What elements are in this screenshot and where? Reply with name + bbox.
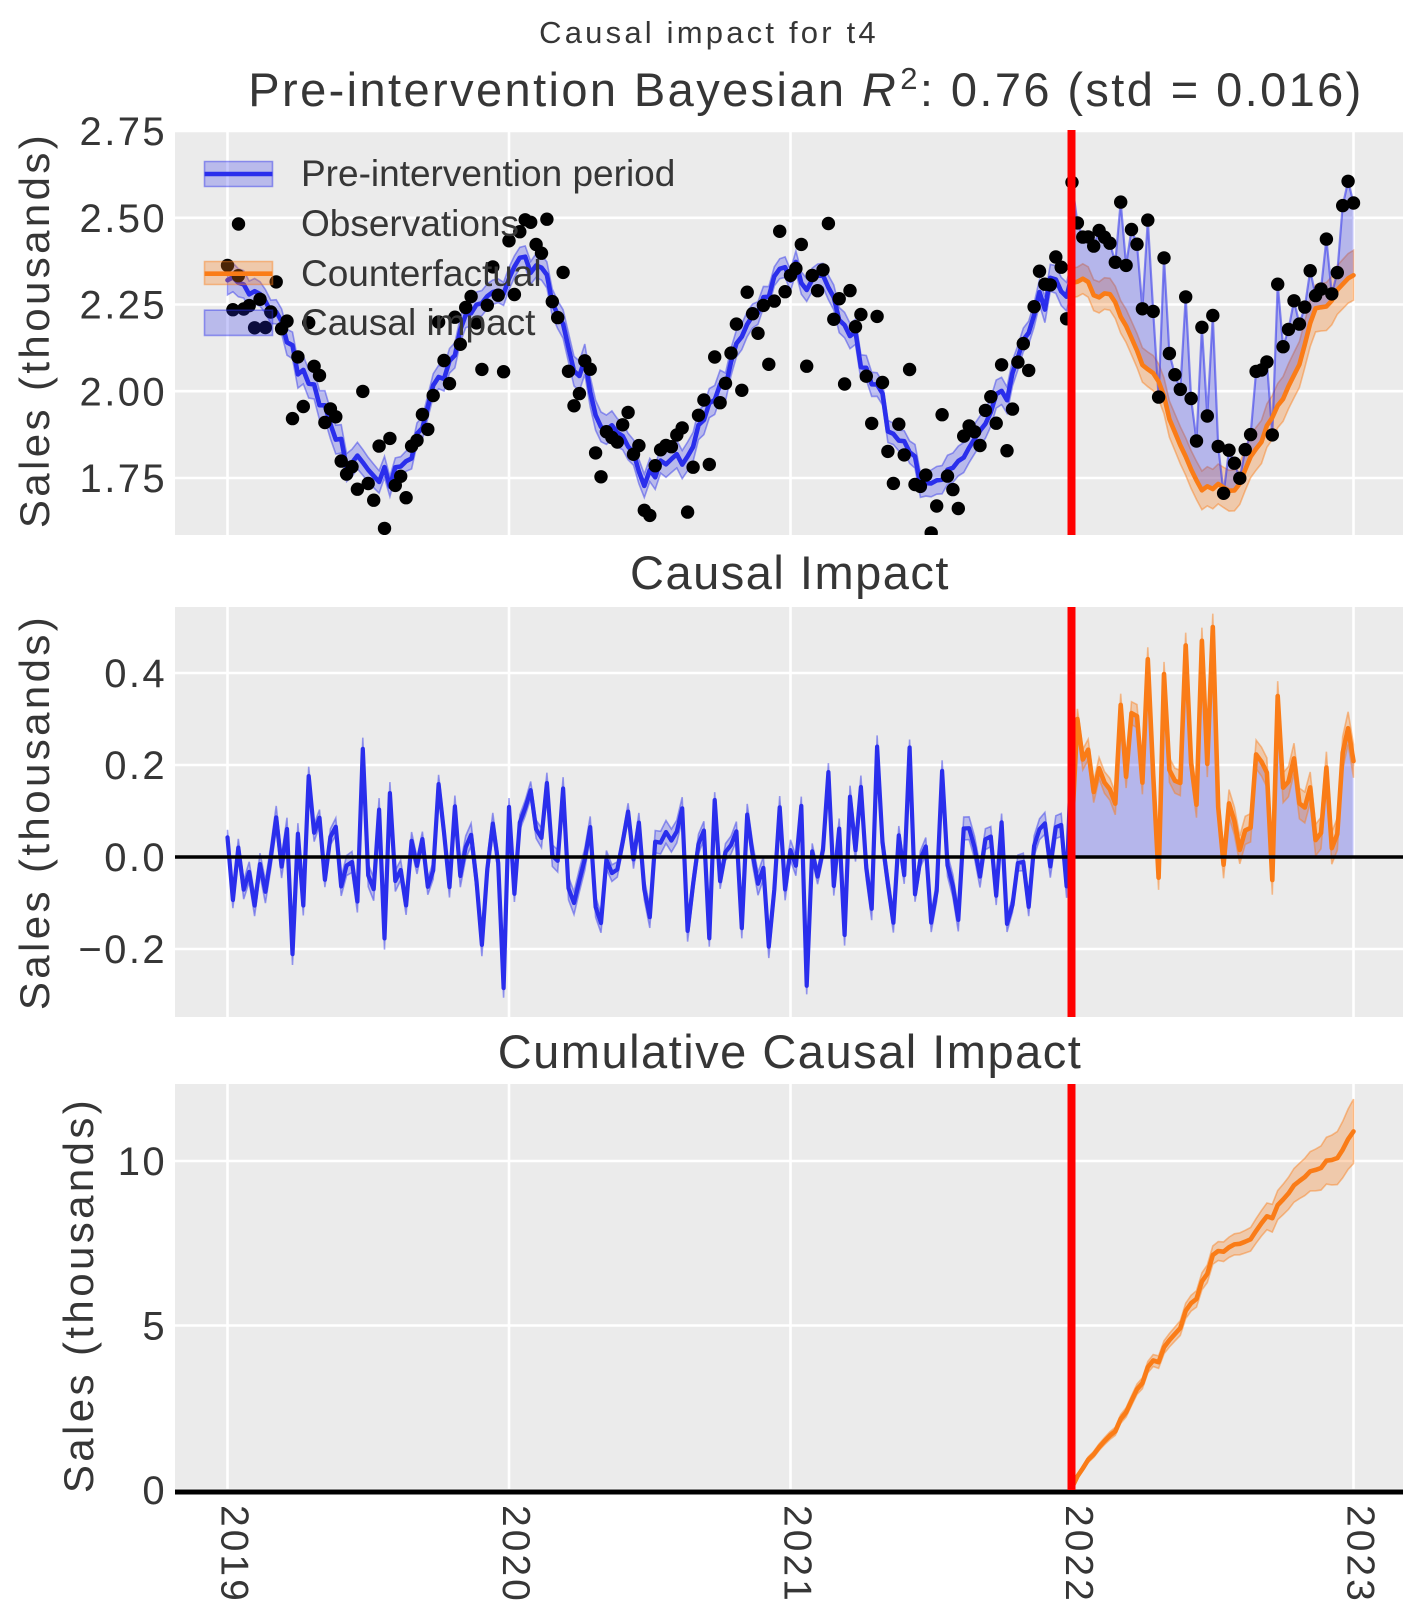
svg-text:Pre-intervention period: Pre-intervention period xyxy=(301,153,675,194)
svg-text:2020: 2020 xyxy=(494,1505,537,1604)
svg-text:Cumulative Causal Impact: Cumulative Causal Impact xyxy=(498,1025,1083,1078)
svg-text:0.2: 0.2 xyxy=(104,744,167,788)
svg-text:0.4: 0.4 xyxy=(104,652,167,696)
svg-text:Sales (thousands): Sales (thousands) xyxy=(55,1097,102,1493)
svg-text:2.50: 2.50 xyxy=(80,197,167,241)
svg-text:2.25: 2.25 xyxy=(80,284,167,328)
svg-text:2022: 2022 xyxy=(1057,1505,1100,1604)
svg-text:10: 10 xyxy=(118,1140,167,1184)
svg-text:2.75: 2.75 xyxy=(80,110,167,154)
svg-text:1.75: 1.75 xyxy=(80,457,167,501)
svg-text:2019: 2019 xyxy=(213,1505,256,1604)
svg-text:2023: 2023 xyxy=(1339,1505,1382,1604)
svg-text:5: 5 xyxy=(142,1305,167,1349)
svg-text:Observations: Observations xyxy=(301,203,519,244)
svg-text:2021: 2021 xyxy=(776,1505,819,1604)
svg-text:0.0: 0.0 xyxy=(104,836,167,880)
svg-text:Causal Impact: Causal Impact xyxy=(630,546,950,599)
svg-text:Causal impact: Causal impact xyxy=(301,302,536,343)
svg-text:Causal impact for t4: Causal impact for t4 xyxy=(539,15,879,50)
svg-text:−0.2: −0.2 xyxy=(78,928,167,972)
svg-text:Sales (thousands): Sales (thousands) xyxy=(11,614,58,1010)
svg-text:0: 0 xyxy=(142,1469,167,1513)
svg-text:Sales (thousands): Sales (thousands) xyxy=(11,132,58,528)
svg-text:Pre-intervention Bayesian R2:: Pre-intervention Bayesian R2: 0.76 (std … xyxy=(248,61,1363,116)
svg-text:Counterfactual: Counterfactual xyxy=(301,253,542,294)
svg-text:2.00: 2.00 xyxy=(80,370,167,414)
